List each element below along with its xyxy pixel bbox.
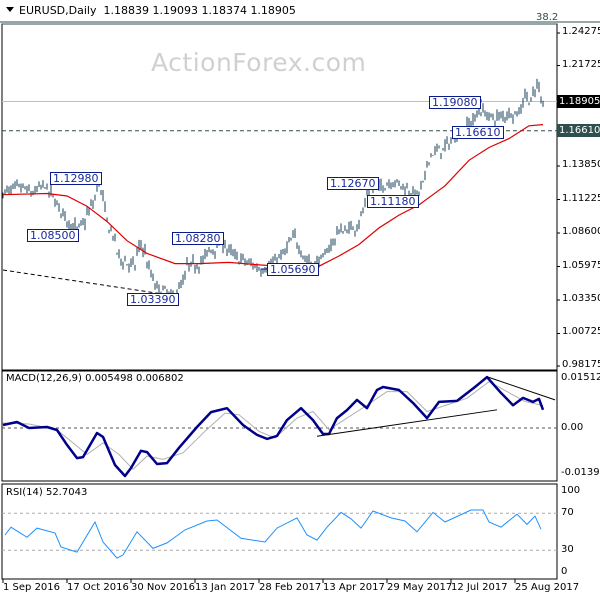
current-price-tag: 1.18905 <box>557 94 600 108</box>
price-axis-label: 1.03350 <box>562 293 600 304</box>
price-annotation: 1.12670 <box>327 177 379 190</box>
symbol-label: EURUSD,Daily <box>19 4 97 17</box>
date-axis-label: 13 Apr 2017 <box>323 582 385 593</box>
date-axis-label: 29 May 2017 <box>387 582 453 593</box>
macd-axis-label: 0.01512 <box>561 372 600 383</box>
macd-title: MACD(12,26,9) 0.005498 0.006802 <box>6 373 184 384</box>
rsi-panel-frame <box>1 483 558 580</box>
macd-trendline <box>486 376 556 401</box>
price-axis-label: 1.00725 <box>562 326 600 338</box>
macd-axis-label: -0.013938 <box>561 467 600 478</box>
macd-trendline <box>316 409 498 437</box>
macd-signal-line <box>2 381 544 471</box>
price-trendline <box>2 269 174 297</box>
fib-level-label: 38.2 <box>536 12 559 23</box>
macd-panel-frame <box>1 370 558 482</box>
price-axis-label: 1.08600 <box>562 226 600 237</box>
price-annotation: 1.19080 <box>429 96 481 109</box>
rsi-axis-label: 0 <box>561 566 568 577</box>
moving-average-line <box>2 124 544 267</box>
price-axis-label: 1.05975 <box>562 259 600 271</box>
watermark: ActionForex.com <box>151 48 367 77</box>
date-axis-label: 13 Jan 2017 <box>195 582 255 593</box>
rsi-axis-label: 30 <box>561 544 574 555</box>
price-axis-label: 1.11225 <box>562 192 600 204</box>
date-axis-label: 17 Oct 2016 <box>67 582 129 593</box>
rsi-line <box>4 509 542 559</box>
date-axis-label: 30 Nov 2016 <box>131 582 196 593</box>
price-axis-label: 1.21725 <box>562 58 600 70</box>
macd-line <box>2 375 545 478</box>
level-price-tag: 1.16610 <box>557 123 600 137</box>
price-annotation: 1.08280 <box>172 232 224 245</box>
price-annotation: 1.11180 <box>367 195 419 208</box>
price-annotation: 1.08500 <box>27 229 79 242</box>
price-axis-label: 1.24275 <box>562 26 600 37</box>
date-axis-label: 25 Aug 2017 <box>515 582 580 593</box>
rsi-axis-label: 70 <box>561 507 574 518</box>
rsi-axis-label: 100 <box>561 485 581 496</box>
chart-header: EURUSD,Daily 1.18839 1.19093 1.18374 1.1… <box>6 4 296 17</box>
date-axis-label: 28 Feb 2017 <box>259 582 322 593</box>
price-annotation: 1.12980 <box>50 172 102 185</box>
price-annotation: 1.16610 <box>452 126 504 139</box>
price-axis-label: 1.13850 <box>562 159 600 171</box>
price-annotation: 1.05690 <box>267 263 319 276</box>
date-axis-label: 1 Sep 2016 <box>3 582 61 593</box>
rsi-title: RSI(14) 52.7043 <box>6 487 88 498</box>
ohlc-values: 1.18839 1.19093 1.18374 1.18905 <box>103 4 296 17</box>
price-axis-label: 0.98175 <box>562 359 600 371</box>
dropdown-triangle-icon[interactable] <box>6 7 14 12</box>
price-annotation: 1.03390 <box>127 293 179 306</box>
date-axis-label: 12 Jul 2017 <box>451 582 508 593</box>
macd-axis-label: 0.00 <box>561 422 584 433</box>
